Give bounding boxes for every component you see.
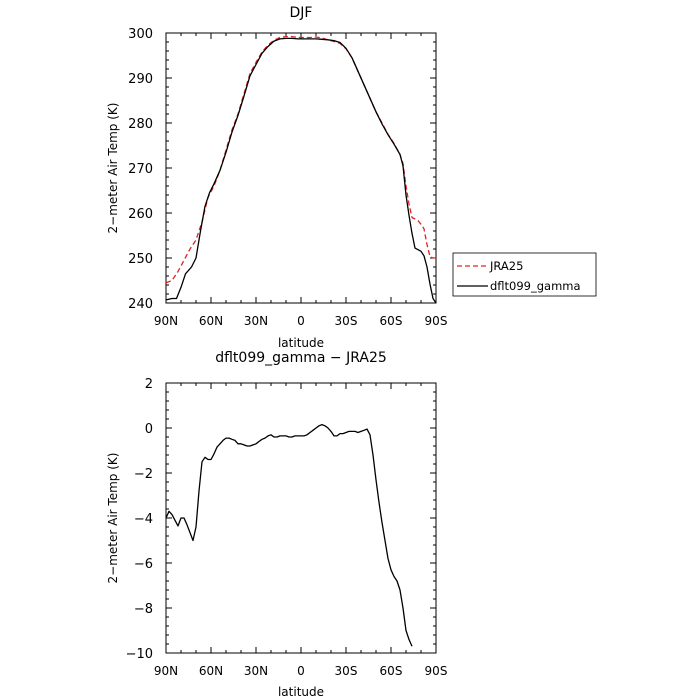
- legend-label-jra25: JRA25: [489, 259, 523, 273]
- x-tick-label: 0: [297, 664, 305, 678]
- x-tick-label: 90N: [154, 664, 178, 678]
- x-tick-label: 0: [297, 314, 305, 328]
- y-tick-label: 300: [128, 27, 153, 42]
- y-tick-label: −6: [134, 557, 153, 572]
- plot-frame: [165, 382, 437, 654]
- y-axis-label: 2−meter Air Temp (K): [106, 103, 120, 234]
- legend-label-dflt099-gamma: dflt099_gamma: [490, 279, 581, 293]
- y-tick-label: −4: [134, 512, 153, 527]
- y-tick-label: 0: [145, 422, 153, 437]
- y-tick-label: −8: [134, 602, 153, 617]
- y-axis-label: 2−meter Air Temp (K): [106, 453, 120, 584]
- y-tick-label: 260: [128, 207, 153, 222]
- x-tick-label: 30S: [335, 314, 358, 328]
- x-tick-label: 30N: [244, 314, 268, 328]
- y-tick-label: 290: [128, 72, 153, 87]
- difference-panel: dflt099_gamma − JRA25 2−meter Air Temp (…: [106, 350, 447, 699]
- x-tick-label: 90N: [154, 314, 178, 328]
- chart-title: dflt099_gamma − JRA25: [215, 350, 387, 366]
- legend-box: [452, 252, 597, 297]
- x-tick-label: 90S: [425, 314, 448, 328]
- x-tick-label: 60S: [380, 314, 403, 328]
- series-line-jra25: [165, 35, 436, 284]
- axis-ticks: 90N 60N 30N 0 30S 60S 90S 2 0 −2 −4 −6 −8 −10: [126, 377, 448, 678]
- series-line-0: [165, 423, 413, 647]
- y-tick-label: 280: [128, 117, 153, 132]
- plot-frame: [165, 32, 437, 304]
- y-tick-label: −10: [126, 647, 153, 662]
- y-tick-label: 2: [145, 377, 153, 392]
- x-tick-label: 60N: [199, 314, 223, 328]
- y-tick-label: 240: [128, 297, 153, 312]
- legend: JRA25 dflt099_gamma: [452, 252, 597, 297]
- y-tick-label: 270: [128, 162, 153, 177]
- series-line-dflt099-gamma: [165, 37, 437, 304]
- y-tick-label: −2: [134, 467, 153, 482]
- x-axis-label: latitude: [278, 685, 324, 699]
- chart-title: DJF: [290, 5, 313, 21]
- x-tick-label: 30S: [335, 664, 358, 678]
- x-tick-label: 90S: [425, 664, 448, 678]
- series-layer: [165, 35, 437, 304]
- axis-ticks: 90N 60N 30N 0 30S 60S 90S 240 250 260 270 280 290 300: [128, 27, 447, 328]
- y-tick-label: 250: [128, 252, 153, 267]
- x-tick-label: 30N: [244, 664, 268, 678]
- x-tick-label: 60N: [199, 664, 223, 678]
- x-tick-label: 60S: [380, 664, 403, 678]
- temperature-panel: DJF 2−meter Air Temp (K) latitude 90N 60N…: [106, 5, 447, 350]
- series-layer: [165, 423, 413, 647]
- x-axis-label: latitude: [278, 336, 324, 350]
